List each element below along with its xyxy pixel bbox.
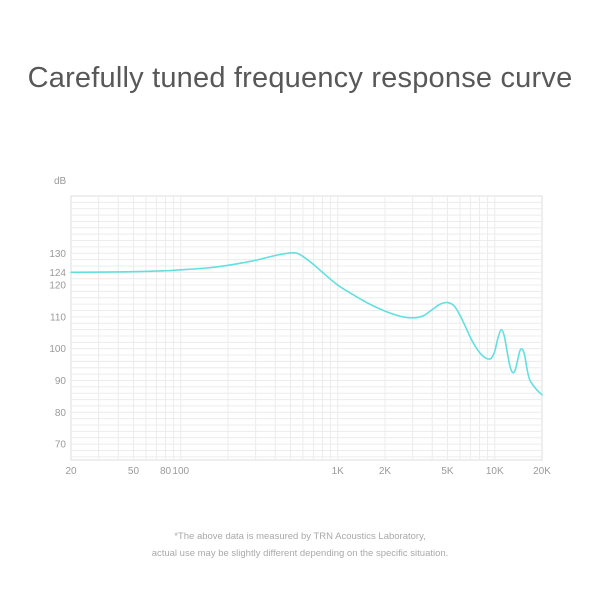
y-axis-label: dB	[54, 176, 67, 187]
x-tick-label: 10K	[486, 466, 504, 477]
x-tick-label: 2K	[379, 466, 392, 477]
y-tick-label: 100	[49, 344, 66, 355]
y-tick-label: 124	[49, 268, 66, 279]
plot-frame	[70, 195, 543, 461]
x-tick-label: 20	[65, 466, 77, 477]
footnote-line-1: *The above data is measured by TRN Acous…	[174, 531, 426, 542]
chart-title: Carefully tuned frequency response curve	[27, 62, 573, 94]
footnote-line-2: actual use may be slightly different dep…	[151, 548, 449, 559]
frequency-response-line	[70, 251, 543, 396]
y-tick-label: 80	[55, 408, 67, 419]
x-tick-label: 5K	[441, 466, 454, 477]
x-tick-label: 50	[128, 466, 140, 477]
y-tick-label: 120	[49, 281, 66, 292]
y-tick-label: 90	[55, 376, 67, 387]
x-tick-label: 20K	[533, 466, 551, 477]
y-tick-label: 70	[55, 440, 67, 451]
x-tick-label: 100	[172, 466, 189, 477]
y-tick-label: 130	[49, 249, 66, 260]
y-tick-label: 110	[50, 312, 66, 323]
x-tick-label: 80	[160, 466, 172, 477]
x-tick-label: 1K	[332, 466, 345, 477]
